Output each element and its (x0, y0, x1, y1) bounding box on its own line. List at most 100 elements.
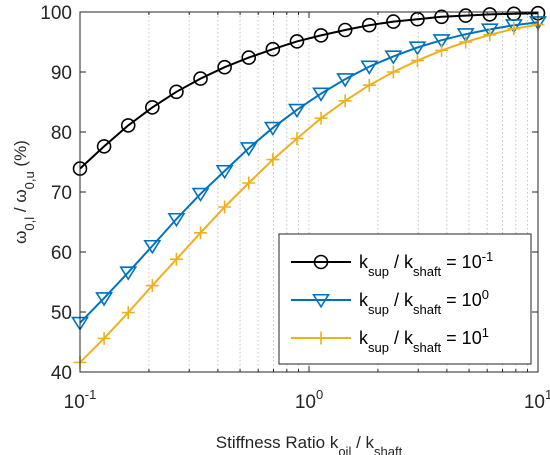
data-point (121, 306, 135, 320)
x-axis-label-main: Stiffness Ratio k (216, 433, 339, 452)
x-tick-base: 10 (295, 392, 316, 413)
legend-entry-2: ksup / kshaft = 101 (291, 325, 489, 355)
data-point (191, 187, 210, 203)
legend-entry-0: ksup / kshaft = 10-1 (291, 249, 493, 279)
data-point (215, 164, 234, 180)
legend-label-part: / k (389, 252, 414, 272)
legend-label-part: k (359, 252, 369, 272)
data-point (336, 73, 355, 88)
data-point (289, 34, 305, 49)
y-axis-label-sub1: 0,l (22, 217, 37, 231)
legend-label-part: shaft (413, 340, 442, 355)
data-point (145, 279, 159, 293)
data-point (95, 292, 114, 307)
legend-label-part: sup (368, 264, 389, 279)
data-point (338, 94, 352, 108)
legend-entry-1: ksup / kshaft = 100 (291, 287, 489, 317)
y-axis-label: ω0,l / ω0,u (%) (11, 140, 37, 244)
x-tick-base: 10 (524, 392, 545, 413)
data-point (217, 59, 232, 75)
y-tick-label: 80 (51, 123, 72, 144)
data-point (459, 35, 473, 49)
data-point (432, 34, 451, 49)
y-tick-label: 60 (51, 243, 72, 264)
x-tick-labels: 10-1 100 101 (64, 387, 550, 413)
legend-label: ksup / kshaft = 101 (359, 325, 489, 355)
data-point (504, 19, 523, 34)
legend-marker (312, 293, 330, 309)
data-point (458, 8, 473, 23)
y-axis-label-unit: (%) (11, 140, 30, 171)
y-axis-label-sep: / (11, 203, 30, 217)
data-point (145, 100, 160, 115)
data-point (218, 200, 232, 214)
y-tick-label: 70 (51, 183, 72, 204)
y-tick-label: 90 (51, 63, 72, 84)
x-tick-label: 10-1 (64, 387, 97, 413)
data-point (410, 11, 425, 27)
y-axis-label-omega2: ω (11, 189, 30, 202)
data-point (360, 60, 379, 75)
data-point (266, 153, 280, 167)
x-axis-label-sub1: oil (338, 444, 351, 455)
data-point (263, 121, 282, 137)
legend-label-part: k (359, 328, 369, 348)
series-line (79, 23, 539, 364)
data-point (143, 239, 162, 255)
data-point (507, 22, 521, 36)
data-point (290, 132, 304, 146)
x-tick-base: 10 (64, 392, 85, 413)
data-point (120, 118, 136, 133)
x-tick-exponent: 1 (545, 387, 550, 402)
data-point (435, 43, 449, 57)
data-point (361, 17, 377, 33)
x-axis-label: Stiffness Ratio koil / kshaft (216, 433, 403, 455)
legend-label-part: = 10 (441, 252, 482, 272)
x-tick-label: 101 (524, 387, 550, 413)
data-point (386, 65, 400, 79)
data-point (483, 28, 497, 42)
data-point (456, 28, 475, 43)
data-point (119, 266, 138, 281)
legend-marker (314, 331, 328, 345)
series-line (79, 12, 539, 170)
x-axis-label-sep: / k (351, 433, 374, 452)
legend-label-part: = 10 (441, 328, 482, 348)
legend-label-part: shaft (413, 264, 442, 279)
legend-label-part: sup (368, 302, 389, 317)
legend-label-part: / k (389, 328, 414, 348)
data-point (313, 28, 329, 43)
data-point (169, 252, 183, 266)
legend-label: ksup / kshaft = 100 (359, 287, 489, 317)
data-point (482, 7, 498, 22)
data-point (434, 9, 449, 25)
data-point (386, 14, 401, 29)
data-point (265, 41, 281, 57)
legend-label-part: -1 (482, 249, 494, 264)
y-tick-label: 100 (40, 3, 72, 24)
legend-label-part: 1 (482, 325, 489, 340)
legend-label-part: / k (389, 290, 414, 310)
data-point (337, 22, 353, 38)
legend-label-part: shaft (413, 302, 442, 317)
legend-label-part: 0 (482, 287, 489, 302)
data-point (241, 50, 257, 65)
data-point (193, 71, 208, 86)
series-1 (71, 16, 547, 332)
data-point (169, 84, 184, 100)
data-point (242, 176, 256, 190)
data-point (408, 41, 427, 56)
data-point (384, 50, 403, 65)
y-axis-label-sub2: 0,u (22, 171, 37, 189)
data-point (288, 103, 306, 119)
data-point (167, 212, 186, 228)
legend-label-part: k (359, 290, 369, 310)
data-point (362, 78, 376, 92)
legend-marker (313, 254, 329, 270)
data-point (194, 226, 208, 240)
x-tick-label: 100 (295, 387, 323, 413)
axis-ticks (80, 11, 538, 373)
